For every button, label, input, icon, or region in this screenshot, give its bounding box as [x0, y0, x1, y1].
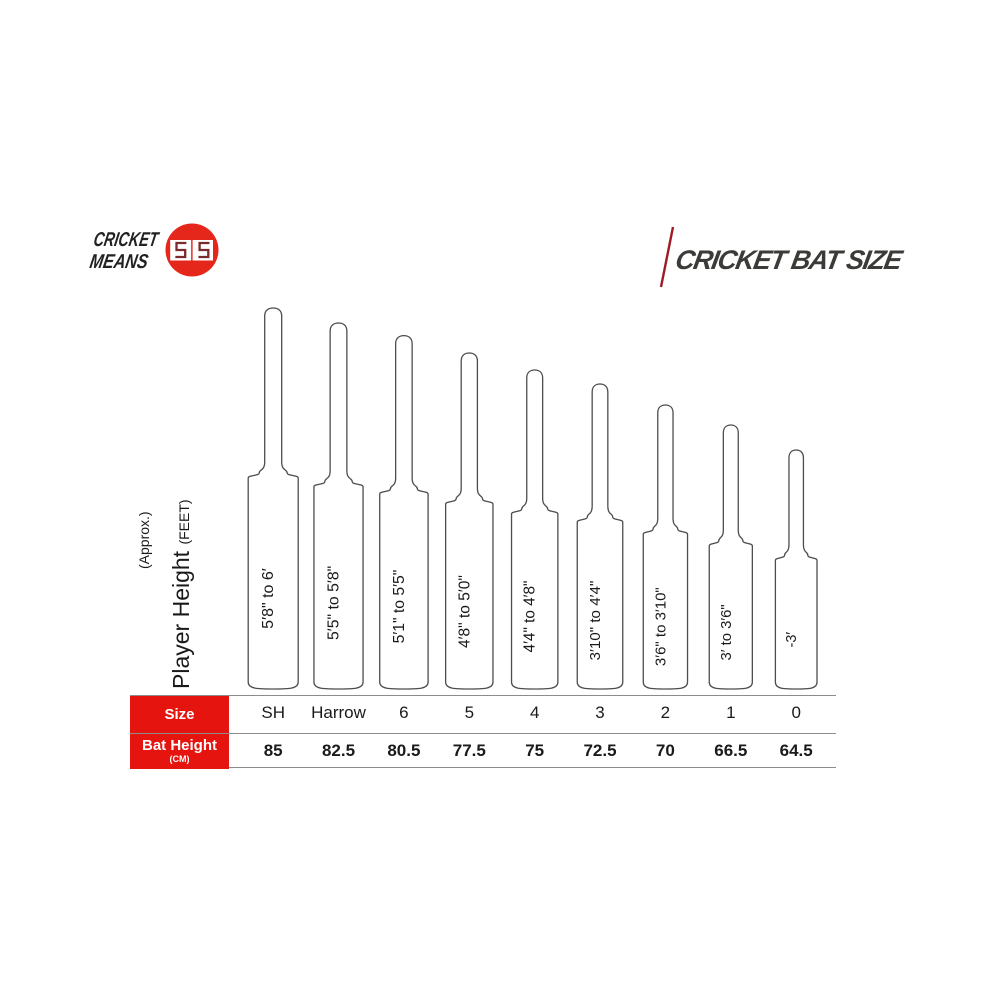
svg-text:5′1" to 5′5": 5′1" to 5′5"	[391, 570, 408, 644]
svg-text:3′ to 3′6": 3′ to 3′6"	[719, 604, 735, 660]
svg-text:-3′: -3′	[784, 632, 800, 648]
svg-text:4′8" to 5′0": 4′8" to 5′0"	[456, 575, 473, 648]
svg-text:4′4" to 4′8": 4′4" to 4′8"	[522, 581, 539, 653]
svg-text:3′10" to 4′4": 3′10" to 4′4"	[587, 581, 604, 661]
svg-text:3′6" to 3′10": 3′6" to 3′10"	[652, 587, 669, 666]
svg-text:5′5" to 5′8": 5′5" to 5′8"	[326, 566, 343, 640]
svg-text:5′8" to 6′: 5′8" to 6′	[260, 568, 277, 629]
